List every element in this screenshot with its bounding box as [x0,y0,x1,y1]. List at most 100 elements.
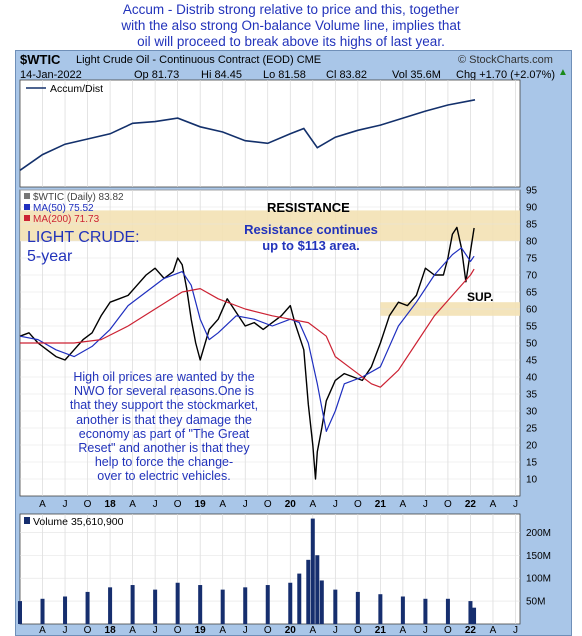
indicator-panel-bg [19,79,521,188]
y-tick-label: 75 [526,254,538,265]
y-tick-label: 85 [526,220,538,231]
volume-bar [333,589,338,624]
volume-legend-swatch [24,517,30,524]
x-tick-label-volume: A [219,625,226,636]
price-legend-0: $WTIC (Daily) 83.82 [33,192,124,203]
x-tick-label-volume: O [174,625,182,636]
volume-bar [198,585,203,624]
description: Light Crude Oil - Continuous Contract (E… [76,54,322,66]
y-tick-label: 95 [526,186,538,197]
resistance-band [20,210,520,241]
x-tick-label: O [444,499,452,510]
y-tick-label: 65 [526,288,538,299]
volume-bar [153,589,158,624]
volume-bar [468,601,473,624]
x-tick-label: 21 [375,499,387,510]
accum-legend: Accum/Dist [50,83,103,95]
x-tick-label: O [354,499,362,510]
low-value: Lo 81.58 [263,69,306,81]
y-tick-label: 35 [526,390,538,401]
volume-bar [423,598,428,624]
x-tick-label-volume: J [243,625,248,636]
volume-bar [472,607,477,624]
y-tick-label: 70 [526,271,538,282]
volume-bar [400,596,405,624]
price-legend-1: MA(50) 75.52 [33,203,94,214]
volume-bar [63,596,68,624]
volume-bar [297,573,302,624]
volume-bar [319,580,324,624]
accum-dist-line [19,99,476,171]
support-label: SUP. [467,290,494,304]
volume-bar [220,589,225,624]
ma50-line [19,247,475,432]
volume-panel-bg [19,513,521,625]
volume-bar [175,582,180,624]
y-tick-label: 45 [526,356,538,367]
date: 14-Jan-2022 [20,69,82,81]
price-line [19,226,475,480]
x-tick-label-volume: A [39,625,46,636]
x-tick-label-volume: J [423,625,428,636]
volume-bar [355,591,360,624]
x-tick-label-volume: O [84,625,92,636]
x-tick-label-volume: A [400,625,407,636]
x-tick-label: A [400,499,407,510]
y-tick-label: 10 [526,475,538,486]
x-tick-label-volume: 22 [465,625,477,636]
x-tick-label-volume: 18 [105,625,117,636]
volume-bar [315,555,320,624]
headline: Accum - Distrib strong relative to price… [121,2,461,49]
symbol: $WTIC [20,52,61,67]
x-tick-label-volume: A [309,625,316,636]
x-tick-label: A [309,499,316,510]
price-legend-swatch [24,215,30,221]
volume-bar [265,585,270,624]
volume-bar [310,518,315,624]
ma200-line [20,268,475,388]
x-tick-label: O [84,499,92,510]
x-tick-label: O [264,499,272,510]
x-tick-label-volume: 20 [285,625,297,636]
up-triangle-icon: ▲ [558,67,568,78]
price-legend-swatch [24,193,30,199]
x-tick-label: O [174,499,182,510]
y-tick-label: 80 [526,237,538,248]
y-tick-label: 25 [526,424,538,435]
volume-y-tick-label: 200M [526,528,551,539]
x-tick-label: J [333,499,338,510]
volume-bar [85,591,90,624]
volume-y-tick-label: 50M [526,597,545,608]
x-tick-label-volume: J [333,625,338,636]
volume-legend: Volume 35,610,900 [33,516,124,528]
volume-bar [243,587,248,624]
volume-y-tick-label: 100M [526,574,551,585]
price-legend-2: MA(200) 71.73 [33,214,100,225]
high-value: Hi 84.45 [201,69,242,81]
x-tick-label: 19 [195,499,207,510]
price-legend-swatch [24,204,30,210]
x-tick-label-volume: 19 [195,625,207,636]
x-tick-label-volume: O [444,625,452,636]
y-tick-label: 60 [526,305,538,316]
x-tick-label-volume: 21 [375,625,387,636]
volume-bar [378,594,383,624]
y-tick-label: 90 [526,203,538,214]
light-crude-label: LIGHT CRUDE: 5-year [27,229,140,265]
change-value: Chg +1.70 (+2.07%) [456,69,556,81]
x-tick-label-volume: O [354,625,362,636]
volume-bar [18,601,22,624]
volume-bar [40,598,45,624]
commentary: High oil prices are wanted by the NWO fo… [69,370,259,484]
x-tick-label-volume: J [63,625,68,636]
y-tick-label: 40 [526,373,538,384]
x-tick-label: 20 [285,499,297,510]
x-tick-label-volume: J [153,625,158,636]
x-tick-label: J [243,499,248,510]
resistance-label: RESISTANCE [267,200,350,215]
resistance-note: Resistance continues up to $113 area. [244,222,378,253]
x-tick-label-volume: A [490,625,497,636]
x-tick-label: J [153,499,158,510]
x-tick-label: J [63,499,68,510]
